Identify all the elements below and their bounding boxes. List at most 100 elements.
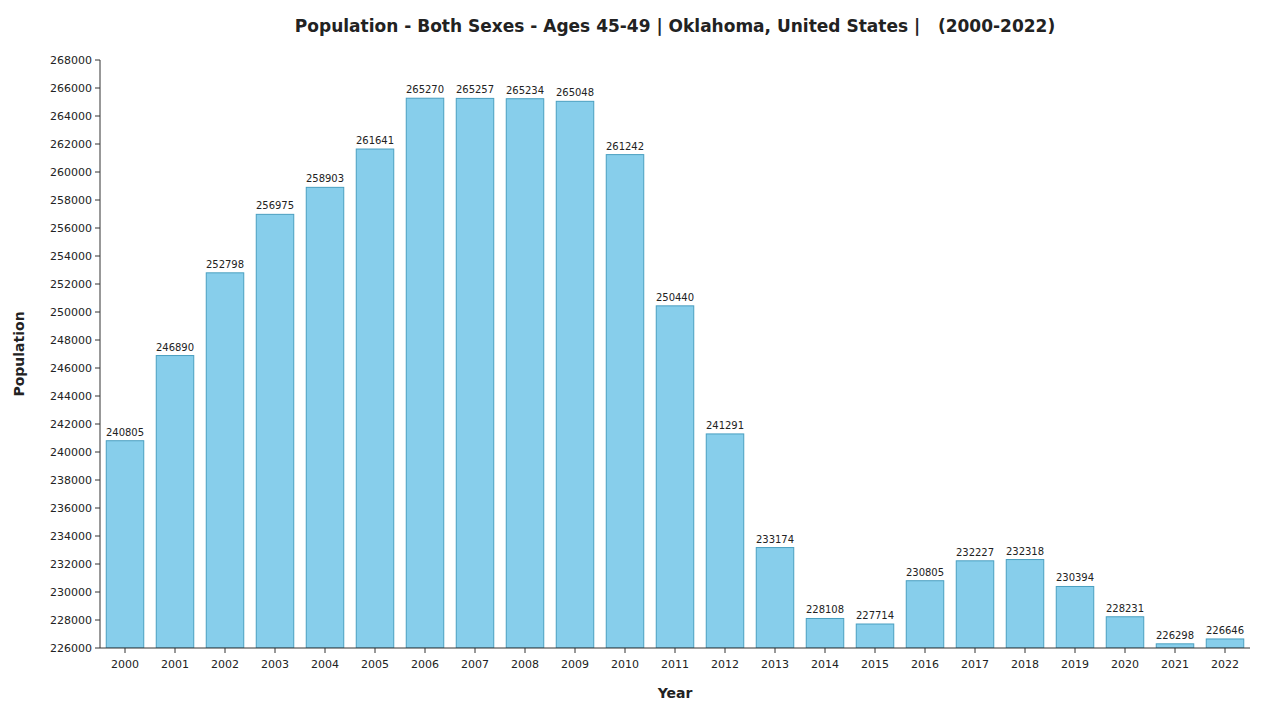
y-tick-label: 226000 (50, 642, 92, 655)
y-tick-label: 248000 (50, 334, 92, 347)
data-label: 261641 (356, 135, 394, 146)
bar (656, 306, 694, 648)
x-tick-label: 2007 (461, 658, 489, 671)
data-label: 228108 (806, 604, 844, 615)
x-tick (775, 648, 776, 653)
x-tick-label: 2004 (311, 658, 339, 671)
x-tick-label: 2021 (1161, 658, 1189, 671)
bar (806, 618, 844, 648)
x-tick (275, 648, 276, 653)
bar (356, 149, 394, 648)
y-axis-label: Population (11, 311, 27, 396)
x-tick (175, 648, 176, 653)
x-tick-label: 2016 (911, 658, 939, 671)
x-tick-label: 2019 (1061, 658, 1089, 671)
bar (606, 155, 644, 648)
data-label: 226646 (1206, 625, 1244, 636)
bar (1006, 560, 1044, 648)
x-tick (425, 648, 426, 653)
x-tick-label: 2005 (361, 658, 389, 671)
bar (306, 187, 344, 648)
x-tick (875, 648, 876, 653)
data-label: 261242 (606, 141, 644, 152)
x-tick-label: 2008 (511, 658, 539, 671)
bar (906, 581, 944, 648)
x-tick-label: 2020 (1111, 658, 1139, 671)
data-label: 228231 (1106, 603, 1144, 614)
bar (206, 273, 244, 648)
y-tick-label: 258000 (50, 194, 92, 207)
y-tick (95, 592, 100, 593)
y-tick-label: 242000 (50, 418, 92, 431)
y-tick-label: 264000 (50, 110, 92, 123)
data-label: 252798 (206, 259, 244, 270)
data-label: 258903 (306, 173, 344, 184)
bar (456, 98, 494, 648)
data-label: 250440 (656, 292, 694, 303)
y-tick-label: 228000 (50, 614, 92, 627)
data-label: 240805 (106, 427, 144, 438)
bar (256, 214, 294, 648)
y-tick-label: 256000 (50, 222, 92, 235)
data-label: 256975 (256, 200, 294, 211)
data-label: 230805 (906, 567, 944, 578)
x-tick (1075, 648, 1076, 653)
y-ticks: 2260002280002300002320002340002360002380… (50, 54, 100, 655)
y-tick (95, 508, 100, 509)
x-tick-label: 2015 (861, 658, 889, 671)
y-tick (95, 60, 100, 61)
page: {"chart_data": {"type": "bar", "title": … (0, 0, 1280, 720)
x-tick-label: 2014 (811, 658, 839, 671)
x-tick (825, 648, 826, 653)
y-tick (95, 172, 100, 173)
y-tick (95, 564, 100, 565)
axes (100, 60, 1250, 648)
bar (106, 441, 144, 648)
data-label: 246890 (156, 342, 194, 353)
data-label: 232318 (1006, 546, 1044, 557)
x-tick-label: 2002 (211, 658, 239, 671)
data-label: 232227 (956, 547, 994, 558)
y-tick-label: 254000 (50, 250, 92, 263)
bar (706, 434, 744, 648)
data-label: 227714 (856, 610, 894, 621)
x-tick (925, 648, 926, 653)
bar (1056, 586, 1094, 648)
x-tick-label: 2017 (961, 658, 989, 671)
y-axis-line (100, 60, 101, 648)
x-axis-label: Year (657, 685, 693, 701)
x-tick (1225, 648, 1226, 653)
bar (406, 98, 444, 648)
bars (106, 98, 1244, 648)
data-label: 241291 (706, 420, 744, 431)
y-tick (95, 368, 100, 369)
chart: Population - Both Sexes - Ages 45-49 | O… (0, 0, 1280, 720)
y-tick (95, 480, 100, 481)
y-tick (95, 620, 100, 621)
y-tick (95, 536, 100, 537)
y-tick (95, 312, 100, 313)
x-ticks: 2000200120022003200420052006200720082009… (111, 648, 1239, 671)
y-tick-label: 262000 (50, 138, 92, 151)
y-tick-label: 246000 (50, 362, 92, 375)
bar (1206, 639, 1244, 648)
y-tick-label: 260000 (50, 166, 92, 179)
y-tick-label: 236000 (50, 502, 92, 515)
data-label: 265270 (406, 84, 444, 95)
x-tick (725, 648, 726, 653)
x-tick (375, 648, 376, 653)
y-tick-label: 230000 (50, 586, 92, 599)
bar (156, 356, 194, 648)
y-tick (95, 340, 100, 341)
y-tick-label: 232000 (50, 558, 92, 571)
x-tick-label: 2003 (261, 658, 289, 671)
y-tick (95, 424, 100, 425)
y-tick (95, 228, 100, 229)
y-tick (95, 144, 100, 145)
data-label: 265257 (456, 84, 494, 95)
x-tick-label: 2000 (111, 658, 139, 671)
x-tick-label: 2009 (561, 658, 589, 671)
y-tick (95, 452, 100, 453)
y-tick-label: 252000 (50, 278, 92, 291)
x-tick (675, 648, 676, 653)
